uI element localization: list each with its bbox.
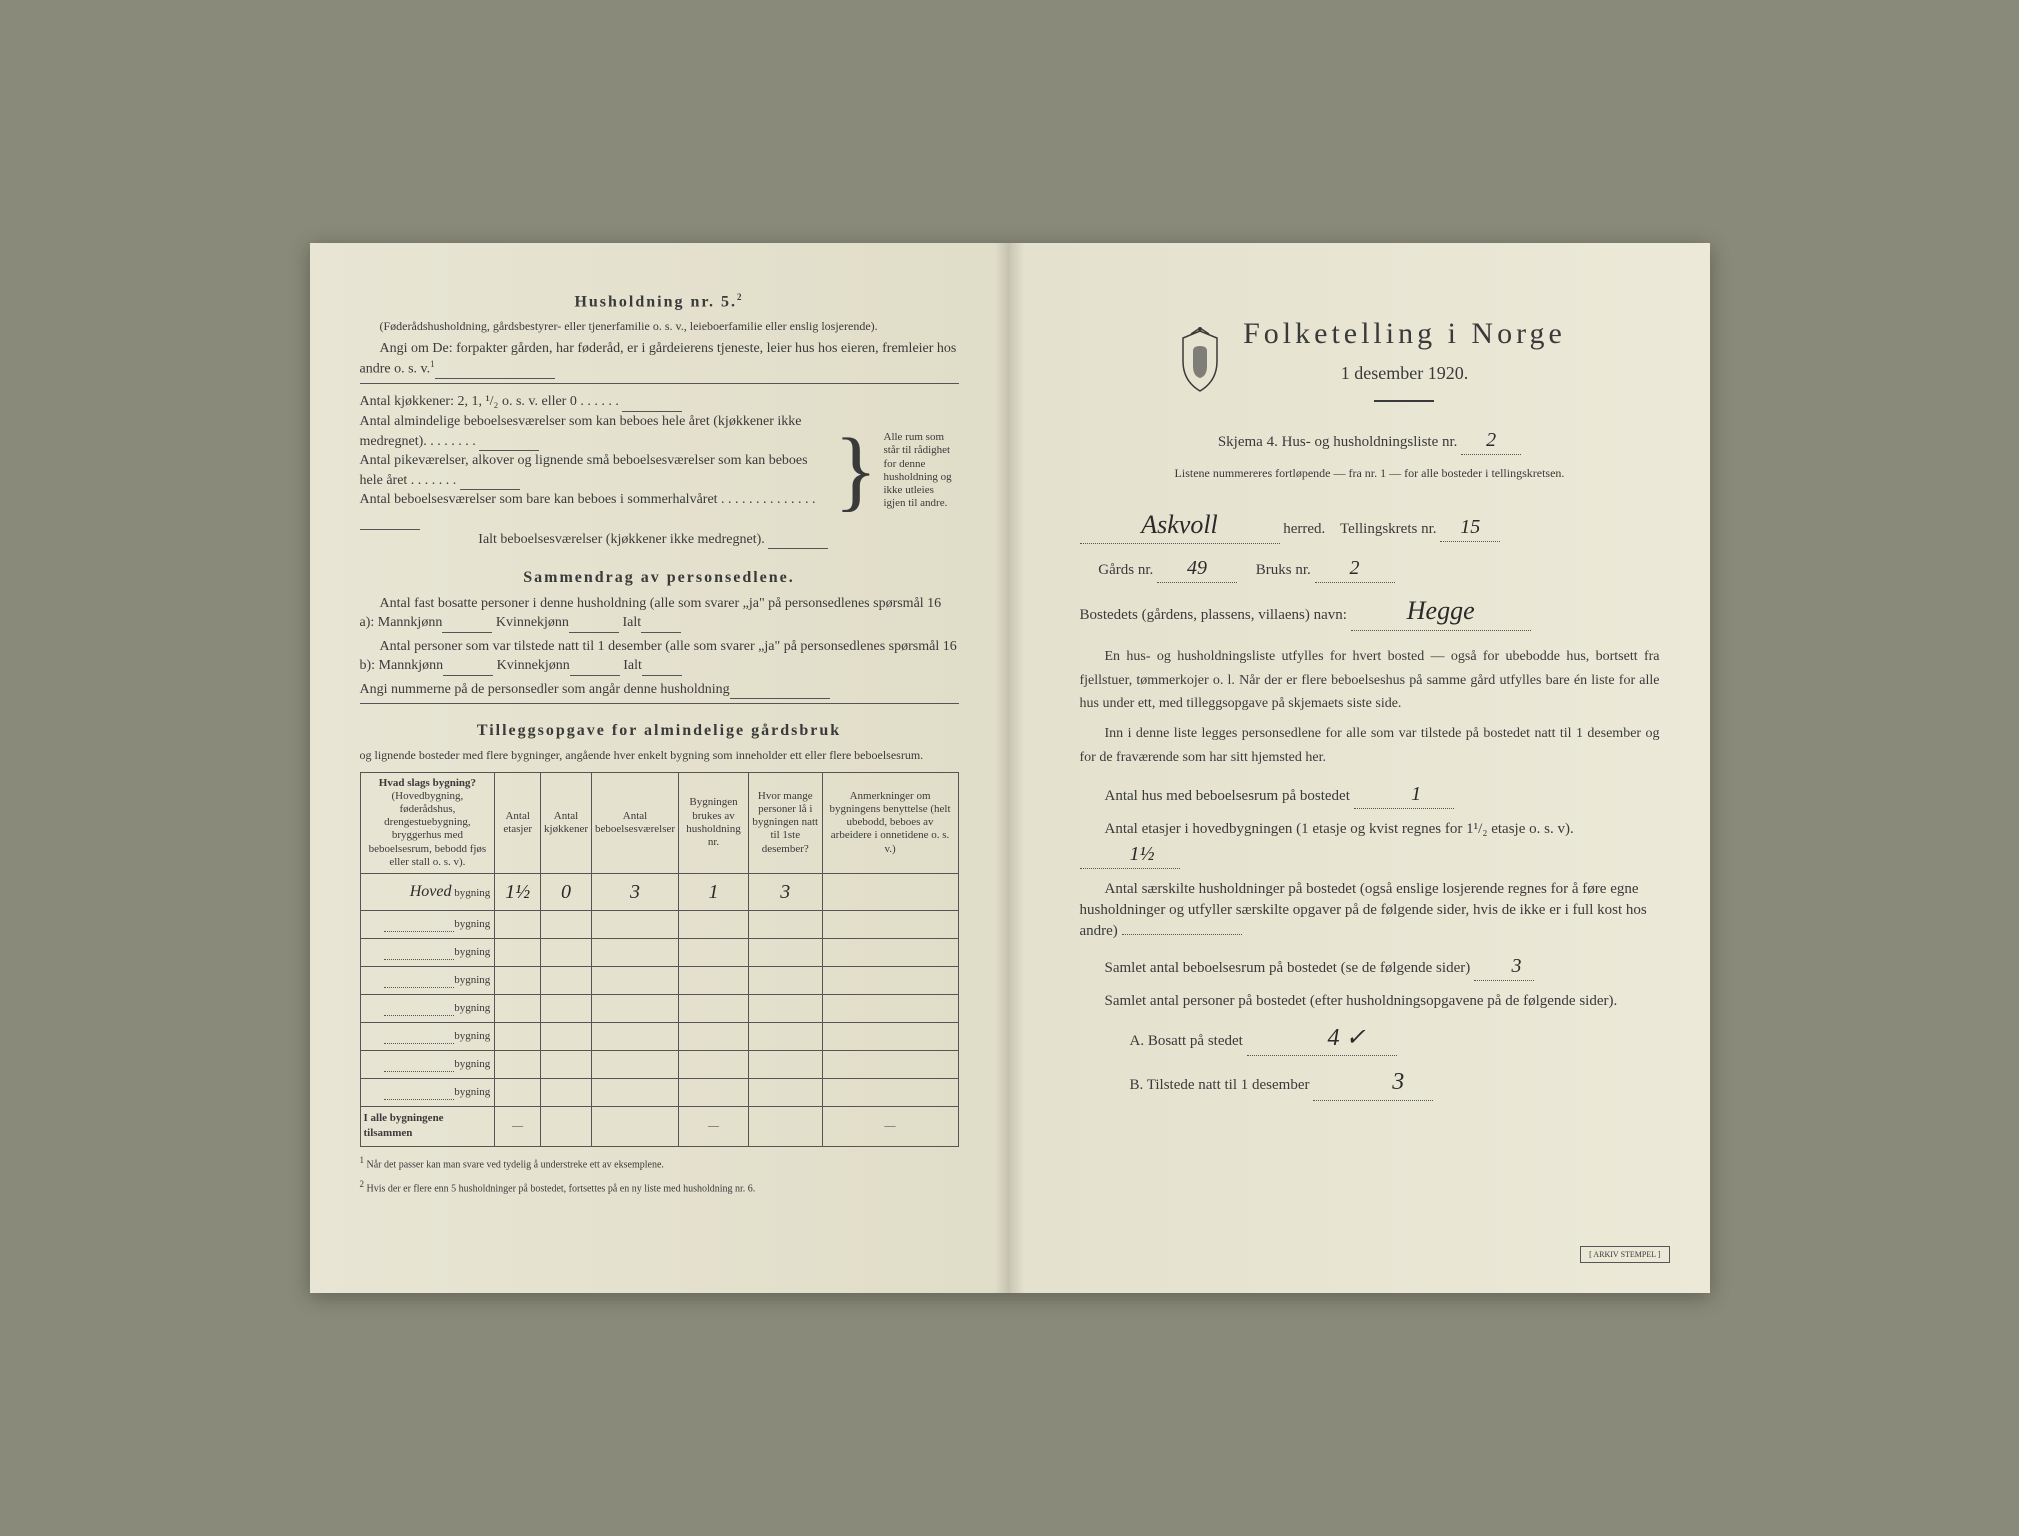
- th-etasjer: Antal etasjer: [495, 772, 541, 873]
- subtitle: 1 desember 1920.: [1243, 361, 1566, 386]
- footnote-1: 1 Når det passer kan man svare ved tydel…: [360, 1155, 959, 1171]
- table-row: bygning: [360, 1078, 958, 1106]
- q2-line: Antal etasjer i hovedbygningen (1 etasje…: [1080, 819, 1660, 869]
- document-spread: Husholdning nr. 5.2 (Føderådshusholdning…: [310, 243, 1710, 1293]
- table-row: bygning: [360, 994, 958, 1022]
- herred-line: Askvoll herred. Tellingskrets nr. 15: [1080, 507, 1660, 544]
- tillegg-desc: og lignende bosteder med flere bygninger…: [360, 747, 959, 764]
- rooms1-line: Antal almindelige beboelsesværelser som …: [360, 412, 829, 451]
- listene-note: Listene nummereres fortløpende — fra nr.…: [1080, 465, 1660, 482]
- sammendrag-title: Sammendrag av personsedlene.: [360, 567, 959, 589]
- brace-text: Alle rum som står til rådighet for denne…: [884, 431, 959, 510]
- th-hushold: Bygningen brukes av husholdning nr.: [679, 772, 749, 873]
- body-paragraphs: En hus- og husholdningsliste utfylles fo…: [1080, 645, 1660, 770]
- sammendrag-line3: Angi nummerne på de personsedler som ang…: [360, 680, 959, 700]
- header: Folketelling i Norge 1 desember 1920.: [1080, 313, 1660, 416]
- rooms-brace-section: Antal kjøkkener: 2, 1, ¹/₂ o. s. v. elle…: [360, 392, 959, 549]
- rooms2-line: Antal pikeværelser, alkover og lignende …: [360, 451, 829, 490]
- skjema-line: Skjema 4. Hus- og husholdningsliste nr. …: [1080, 426, 1660, 455]
- sammendrag-line1: Antal fast bosatte personer i denne hush…: [360, 594, 959, 633]
- coat-of-arms-icon: [1173, 326, 1228, 403]
- para1: En hus- og husholdningsliste utfylles fo…: [1080, 645, 1660, 716]
- archive-stamp: [ ARKIV STEMPEL ]: [1580, 1246, 1669, 1263]
- table-row: Hoved bygning 1½ 0 3 1 3: [360, 873, 958, 910]
- bosted-line: Bostedets (gårdens, plassens, villaens) …: [1080, 593, 1660, 630]
- table-row: bygning: [360, 910, 958, 938]
- table-row: bygning: [360, 1050, 958, 1078]
- main-title: Folketelling i Norge: [1243, 313, 1566, 355]
- husholdning-title: Husholdning nr. 5.2: [360, 291, 959, 314]
- kitchens-line: Antal kjøkkener: 2, 1, ¹/₂ o. s. v. elle…: [360, 392, 829, 412]
- table-row: bygning: [360, 966, 958, 994]
- rooms-total-line: Ialt beboelsesværelser (kjøkkener ikke m…: [360, 530, 829, 550]
- q1-line: Antal hus med beboelsesrum på bostedet 1: [1080, 780, 1660, 809]
- gards-line: Gårds nr. 49 Bruks nr. 2: [1080, 554, 1660, 583]
- table-row: bygning: [360, 1022, 958, 1050]
- q3-line: Antal særskilte husholdninger på bostede…: [1080, 879, 1660, 942]
- qB-line: B. Tilstede natt til 1 desember 3: [1080, 1066, 1660, 1101]
- th-anm: Anmerkninger om bygningens benyttelse (h…: [822, 772, 958, 873]
- tillegg-title: Tilleggsopgave for almindelige gårdsbruk: [360, 720, 959, 742]
- para2: Inn i denne liste legges personsedlene f…: [1080, 722, 1660, 770]
- left-page: Husholdning nr. 5.2 (Føderådshusholdning…: [310, 243, 1010, 1293]
- th-bygning: Hvad slags bygning? (Hovedbygning, føder…: [360, 772, 495, 873]
- q4-line: Samlet antal beboelsesrum på bostedet (s…: [1080, 952, 1660, 981]
- husholdning-desc: (Føderådshusholdning, gårdsbestyrer- ell…: [360, 318, 959, 335]
- husholdning-angi: Angi om De: forpakter gården, har føderå…: [360, 339, 959, 380]
- table-row: bygning: [360, 938, 958, 966]
- curly-brace: }: [834, 426, 877, 516]
- footnote-2: 2 Hvis der er flere enn 5 husholdninger …: [360, 1179, 959, 1195]
- th-personer: Hvor mange personer lå i bygningen natt …: [748, 772, 822, 873]
- th-beboelse: Antal beboelsesværelser: [592, 772, 679, 873]
- th-kjokken: Antal kjøkkener: [541, 772, 592, 873]
- building-table: Hvad slags bygning? (Hovedbygning, føder…: [360, 772, 959, 1147]
- sammendrag-line2: Antal personer som var tilstede natt til…: [360, 637, 959, 676]
- divider: [1374, 400, 1434, 402]
- right-page: Folketelling i Norge 1 desember 1920. Sk…: [1010, 243, 1710, 1293]
- q5-line: Samlet antal personer på bostedet (efter…: [1080, 991, 1660, 1012]
- table-total-row: I alle bygningene tilsammen — — —: [360, 1106, 958, 1146]
- qA-line: A. Bosatt på stedet 4 ✓: [1080, 1022, 1660, 1057]
- rooms3-line: Antal beboelsesværelser som bare kan beb…: [360, 490, 829, 529]
